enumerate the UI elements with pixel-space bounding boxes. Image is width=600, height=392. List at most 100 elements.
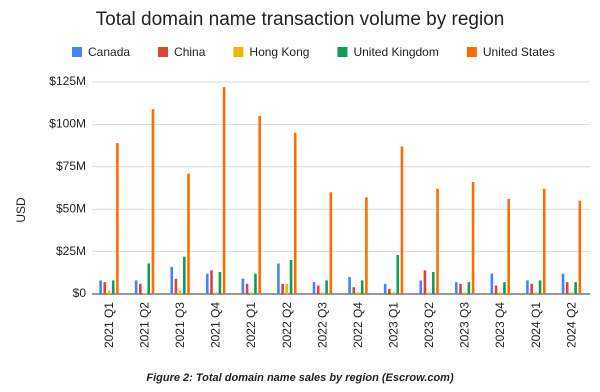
bar bbox=[187, 173, 190, 294]
x-tick-label: 2022 Q4 bbox=[351, 302, 365, 348]
legend-label: Canada bbox=[88, 45, 130, 59]
bar bbox=[534, 292, 538, 294]
bar bbox=[325, 280, 328, 294]
bar bbox=[570, 292, 573, 294]
bar bbox=[214, 292, 217, 294]
bar bbox=[312, 282, 316, 294]
y-tick-label: $100M bbox=[49, 117, 86, 131]
legend-swatch bbox=[158, 47, 169, 57]
bar bbox=[293, 132, 297, 294]
bar bbox=[241, 278, 245, 294]
x-tick-label: 2023 Q2 bbox=[422, 302, 436, 348]
x-tick-label: 2022 Q3 bbox=[315, 302, 329, 348]
bar bbox=[218, 271, 222, 294]
legend-swatch bbox=[233, 47, 244, 57]
bar bbox=[178, 290, 182, 294]
bar bbox=[245, 283, 249, 294]
y-tick-label: $50M bbox=[56, 201, 86, 215]
legend-label: China bbox=[174, 45, 206, 59]
bar bbox=[356, 292, 360, 294]
y-tick-label: $125M bbox=[49, 74, 86, 88]
bar bbox=[111, 280, 115, 294]
x-tick-label: 2021 Q4 bbox=[209, 302, 223, 348]
bar bbox=[542, 188, 546, 294]
bar bbox=[254, 273, 257, 294]
bar bbox=[463, 292, 466, 294]
y-tick-label: $75M bbox=[56, 159, 86, 173]
bar bbox=[419, 280, 423, 294]
bar bbox=[360, 280, 364, 294]
bar bbox=[289, 260, 293, 294]
y-axis-label: USD bbox=[14, 197, 28, 223]
bar bbox=[210, 270, 213, 294]
bar bbox=[329, 192, 333, 294]
bar bbox=[498, 292, 502, 294]
bar bbox=[396, 254, 400, 294]
bar bbox=[258, 115, 261, 294]
legend-swatch bbox=[337, 47, 348, 57]
bar bbox=[455, 282, 458, 294]
legend-label: United Kingdom bbox=[353, 45, 438, 59]
legend-swatch bbox=[72, 47, 82, 57]
bar bbox=[490, 273, 494, 294]
bar bbox=[139, 283, 142, 294]
bar bbox=[574, 282, 577, 294]
bar bbox=[400, 146, 404, 294]
bar bbox=[170, 266, 174, 294]
x-tick-label: 2021 Q2 bbox=[138, 302, 152, 348]
x-tick-label: 2023 Q1 bbox=[387, 302, 401, 348]
legend-label: United States bbox=[483, 45, 555, 59]
bar bbox=[249, 292, 253, 294]
x-tick-label: 2023 Q4 bbox=[493, 302, 507, 348]
caption: Figure 2: Total domain name sales by reg… bbox=[146, 372, 454, 384]
bar bbox=[538, 280, 542, 294]
bar bbox=[222, 87, 226, 294]
bar bbox=[174, 278, 178, 294]
bar bbox=[561, 273, 565, 294]
bar bbox=[432, 271, 435, 294]
bar bbox=[316, 285, 320, 294]
bar bbox=[134, 280, 138, 294]
x-tick-label: 2022 Q2 bbox=[280, 302, 294, 348]
x-tick-label: 2022 Q1 bbox=[244, 302, 258, 348]
x-tick-label: 2021 Q3 bbox=[173, 302, 187, 348]
bar bbox=[494, 285, 498, 294]
bar bbox=[467, 282, 471, 294]
bar bbox=[151, 109, 155, 294]
bar bbox=[436, 188, 439, 294]
bar bbox=[352, 287, 356, 294]
bar bbox=[206, 273, 209, 294]
bar bbox=[277, 263, 280, 294]
bar bbox=[530, 283, 533, 294]
x-tick-label: 2024 Q1 bbox=[529, 302, 543, 348]
y-tick-label: $0 bbox=[73, 286, 87, 300]
bar bbox=[365, 197, 368, 294]
bar bbox=[103, 282, 107, 294]
bar bbox=[143, 293, 146, 294]
bar bbox=[503, 282, 506, 294]
chart-title: Total domain name transaction volume by … bbox=[96, 9, 505, 30]
bar bbox=[423, 270, 427, 294]
x-tick-label: 2023 Q3 bbox=[458, 302, 472, 348]
bar bbox=[116, 143, 119, 294]
y-tick-label: $25M bbox=[56, 244, 86, 258]
legend-label: Hong Kong bbox=[249, 45, 309, 59]
bar bbox=[321, 292, 324, 294]
bar bbox=[281, 283, 284, 294]
bar bbox=[565, 282, 569, 294]
legend-swatch bbox=[466, 47, 477, 57]
x-tick-label: 2024 Q2 bbox=[564, 302, 578, 348]
x-tick-label: 2021 Q1 bbox=[102, 302, 116, 348]
bar bbox=[183, 256, 186, 294]
bar bbox=[383, 283, 387, 294]
bar bbox=[285, 283, 289, 294]
bar bbox=[471, 182, 475, 294]
bar bbox=[526, 280, 529, 294]
bar bbox=[578, 200, 582, 294]
bar bbox=[107, 290, 111, 294]
bar bbox=[507, 199, 510, 294]
bar bbox=[348, 277, 351, 294]
bar bbox=[147, 263, 151, 294]
bar bbox=[392, 292, 395, 294]
